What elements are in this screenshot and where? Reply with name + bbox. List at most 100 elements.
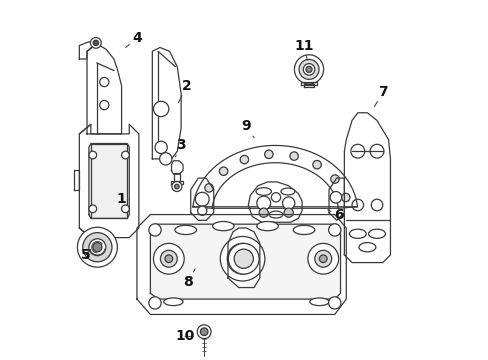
Ellipse shape <box>358 243 375 252</box>
Circle shape <box>328 224 340 236</box>
Circle shape <box>350 144 364 158</box>
Ellipse shape <box>281 188 294 195</box>
Ellipse shape <box>368 229 385 238</box>
Circle shape <box>197 206 206 215</box>
Circle shape <box>100 100 109 110</box>
Circle shape <box>305 66 311 72</box>
Circle shape <box>294 55 323 84</box>
Circle shape <box>160 250 177 267</box>
Circle shape <box>264 150 272 158</box>
Circle shape <box>219 167 227 175</box>
Polygon shape <box>171 161 183 174</box>
Polygon shape <box>79 42 97 59</box>
Circle shape <box>122 151 129 159</box>
Circle shape <box>271 193 280 202</box>
Ellipse shape <box>163 298 183 306</box>
Circle shape <box>289 152 298 160</box>
Polygon shape <box>79 124 139 238</box>
Text: 1: 1 <box>117 192 129 206</box>
Circle shape <box>174 184 179 189</box>
Circle shape <box>159 153 172 165</box>
Ellipse shape <box>256 221 278 231</box>
Text: 6: 6 <box>327 208 343 221</box>
Polygon shape <box>227 228 259 288</box>
Text: 8: 8 <box>183 269 195 289</box>
Text: 5: 5 <box>81 248 91 262</box>
Circle shape <box>148 297 161 309</box>
Circle shape <box>148 224 161 236</box>
Circle shape <box>122 205 129 213</box>
Polygon shape <box>89 144 129 219</box>
Circle shape <box>312 161 321 169</box>
Polygon shape <box>87 44 122 134</box>
Circle shape <box>303 64 314 75</box>
Polygon shape <box>304 84 314 87</box>
Ellipse shape <box>212 221 234 231</box>
Ellipse shape <box>293 225 314 235</box>
Circle shape <box>256 196 270 210</box>
Circle shape <box>299 59 318 79</box>
Circle shape <box>153 243 184 274</box>
Circle shape <box>204 184 213 192</box>
Circle shape <box>307 243 338 274</box>
Circle shape <box>284 208 293 217</box>
Circle shape <box>93 243 102 252</box>
Circle shape <box>282 197 294 209</box>
Text: 7: 7 <box>374 85 387 107</box>
Circle shape <box>164 255 172 262</box>
Polygon shape <box>173 174 180 182</box>
Circle shape <box>197 325 211 339</box>
Polygon shape <box>190 178 213 220</box>
Circle shape <box>314 250 331 267</box>
Polygon shape <box>150 224 340 299</box>
Circle shape <box>319 255 326 262</box>
Circle shape <box>77 227 117 267</box>
Circle shape <box>259 208 268 217</box>
Ellipse shape <box>268 211 283 218</box>
Polygon shape <box>152 48 181 159</box>
Circle shape <box>89 205 97 213</box>
Polygon shape <box>137 215 346 314</box>
Text: 9: 9 <box>241 119 254 138</box>
Polygon shape <box>73 170 79 190</box>
Circle shape <box>100 77 109 87</box>
Circle shape <box>200 328 207 336</box>
Text: 11: 11 <box>294 39 313 60</box>
Circle shape <box>89 151 97 159</box>
Circle shape <box>82 233 112 262</box>
Circle shape <box>233 249 251 268</box>
Circle shape <box>172 181 182 192</box>
Polygon shape <box>170 181 183 184</box>
Polygon shape <box>248 182 302 222</box>
Circle shape <box>234 249 253 268</box>
Circle shape <box>228 243 259 274</box>
Circle shape <box>155 141 167 153</box>
Circle shape <box>370 199 382 211</box>
Circle shape <box>328 297 340 309</box>
Ellipse shape <box>309 298 328 306</box>
Circle shape <box>329 192 341 203</box>
Circle shape <box>351 199 363 211</box>
Circle shape <box>89 239 105 256</box>
Circle shape <box>93 40 99 46</box>
Circle shape <box>195 192 209 206</box>
Polygon shape <box>193 145 357 208</box>
Ellipse shape <box>256 188 271 195</box>
Text: 10: 10 <box>175 329 194 343</box>
Circle shape <box>220 237 264 281</box>
Text: 2: 2 <box>178 79 191 103</box>
Circle shape <box>330 175 339 183</box>
Circle shape <box>341 193 349 202</box>
Polygon shape <box>344 113 389 262</box>
Circle shape <box>369 144 383 158</box>
Text: 4: 4 <box>125 31 142 48</box>
Text: 3: 3 <box>175 139 185 157</box>
Circle shape <box>240 155 248 164</box>
Circle shape <box>90 37 101 48</box>
Polygon shape <box>301 82 316 85</box>
Ellipse shape <box>348 229 366 238</box>
Circle shape <box>153 101 168 117</box>
Ellipse shape <box>175 225 196 235</box>
Circle shape <box>227 243 257 274</box>
Polygon shape <box>328 178 344 220</box>
